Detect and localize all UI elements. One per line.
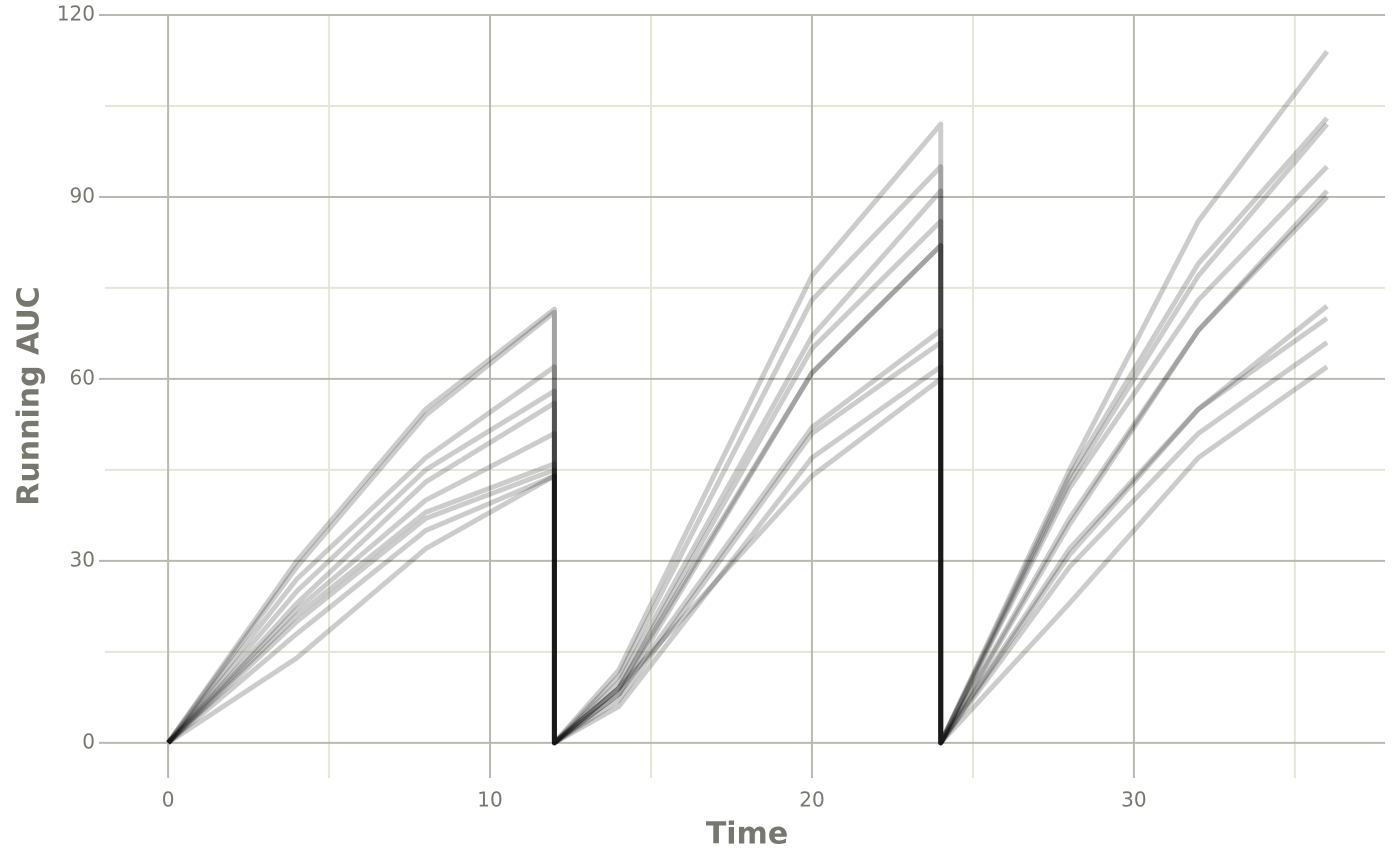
y-tick-label: 120 (57, 2, 95, 26)
series-line (166, 122, 1329, 746)
x-tick-label: 10 (477, 788, 502, 812)
series-line (166, 304, 1329, 746)
series-line (166, 195, 1329, 746)
series-line (166, 189, 1329, 746)
y-tick-label: 90 (70, 183, 95, 207)
series-line (166, 364, 1329, 746)
series-line (166, 49, 1330, 746)
series-line (166, 164, 1329, 746)
x-axis-title: Time (706, 817, 788, 852)
series-line (166, 316, 1329, 746)
x-tick-label: 0 (162, 788, 175, 812)
y-tick-label: 30 (70, 547, 95, 571)
y-axis-title: Running AUC (12, 286, 47, 505)
x-tick-label: 20 (799, 788, 824, 812)
y-tick-label: 60 (70, 365, 95, 389)
series-line (166, 340, 1329, 746)
y-tick-label: 0 (82, 729, 95, 753)
x-tick-label: 30 (1121, 788, 1146, 812)
series-line (166, 116, 1329, 746)
